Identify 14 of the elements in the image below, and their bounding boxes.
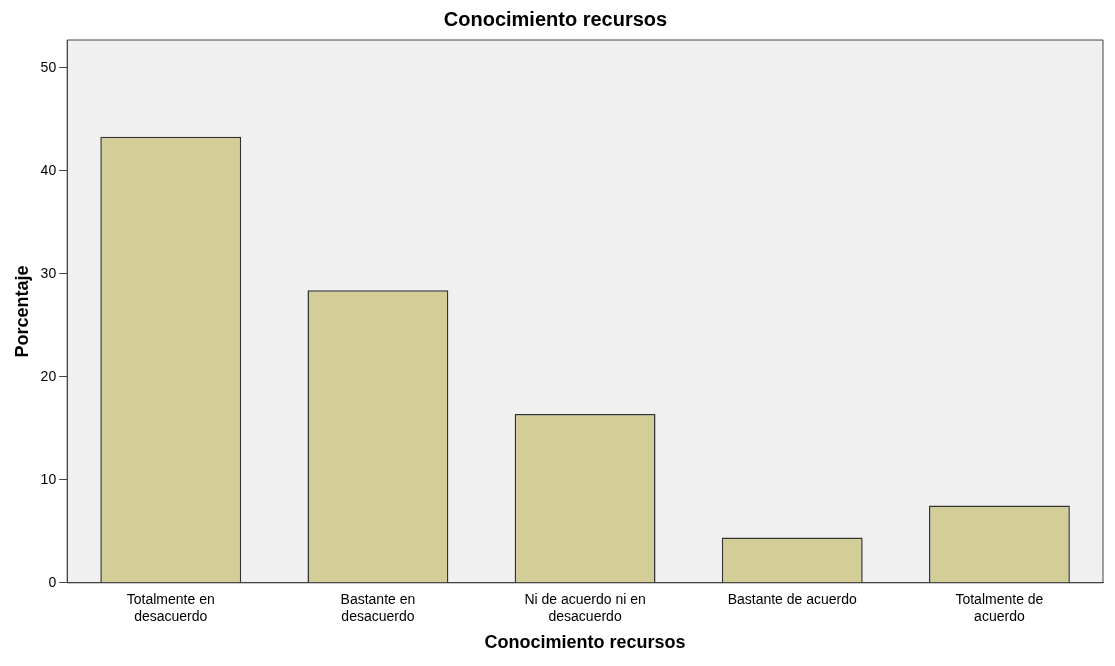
y-axis-title: Porcentaje xyxy=(11,265,32,358)
y-tick-label: 0 xyxy=(48,573,57,590)
y-tick-label: 30 xyxy=(40,264,57,281)
x-tick-label: Bastante en desacuerdo xyxy=(340,591,416,624)
y-tick-label: 10 xyxy=(40,470,57,487)
x-axis-title: Conocimiento recursos xyxy=(484,632,686,653)
chart-title: Conocimiento recursos xyxy=(443,7,668,30)
x-tick-label: Totalmente de acuerdo xyxy=(955,591,1044,624)
x-tick-label: Bastante de acuerdo xyxy=(727,591,858,608)
y-tick-label: 40 xyxy=(40,161,57,178)
x-tick-label: Totalmente en desacuerdo xyxy=(126,591,215,624)
y-tick-label: 50 xyxy=(40,58,57,75)
y-tick-label: 20 xyxy=(40,367,57,384)
x-tick-label: Ni de acuerdo ni en desacuerdo xyxy=(524,591,646,624)
